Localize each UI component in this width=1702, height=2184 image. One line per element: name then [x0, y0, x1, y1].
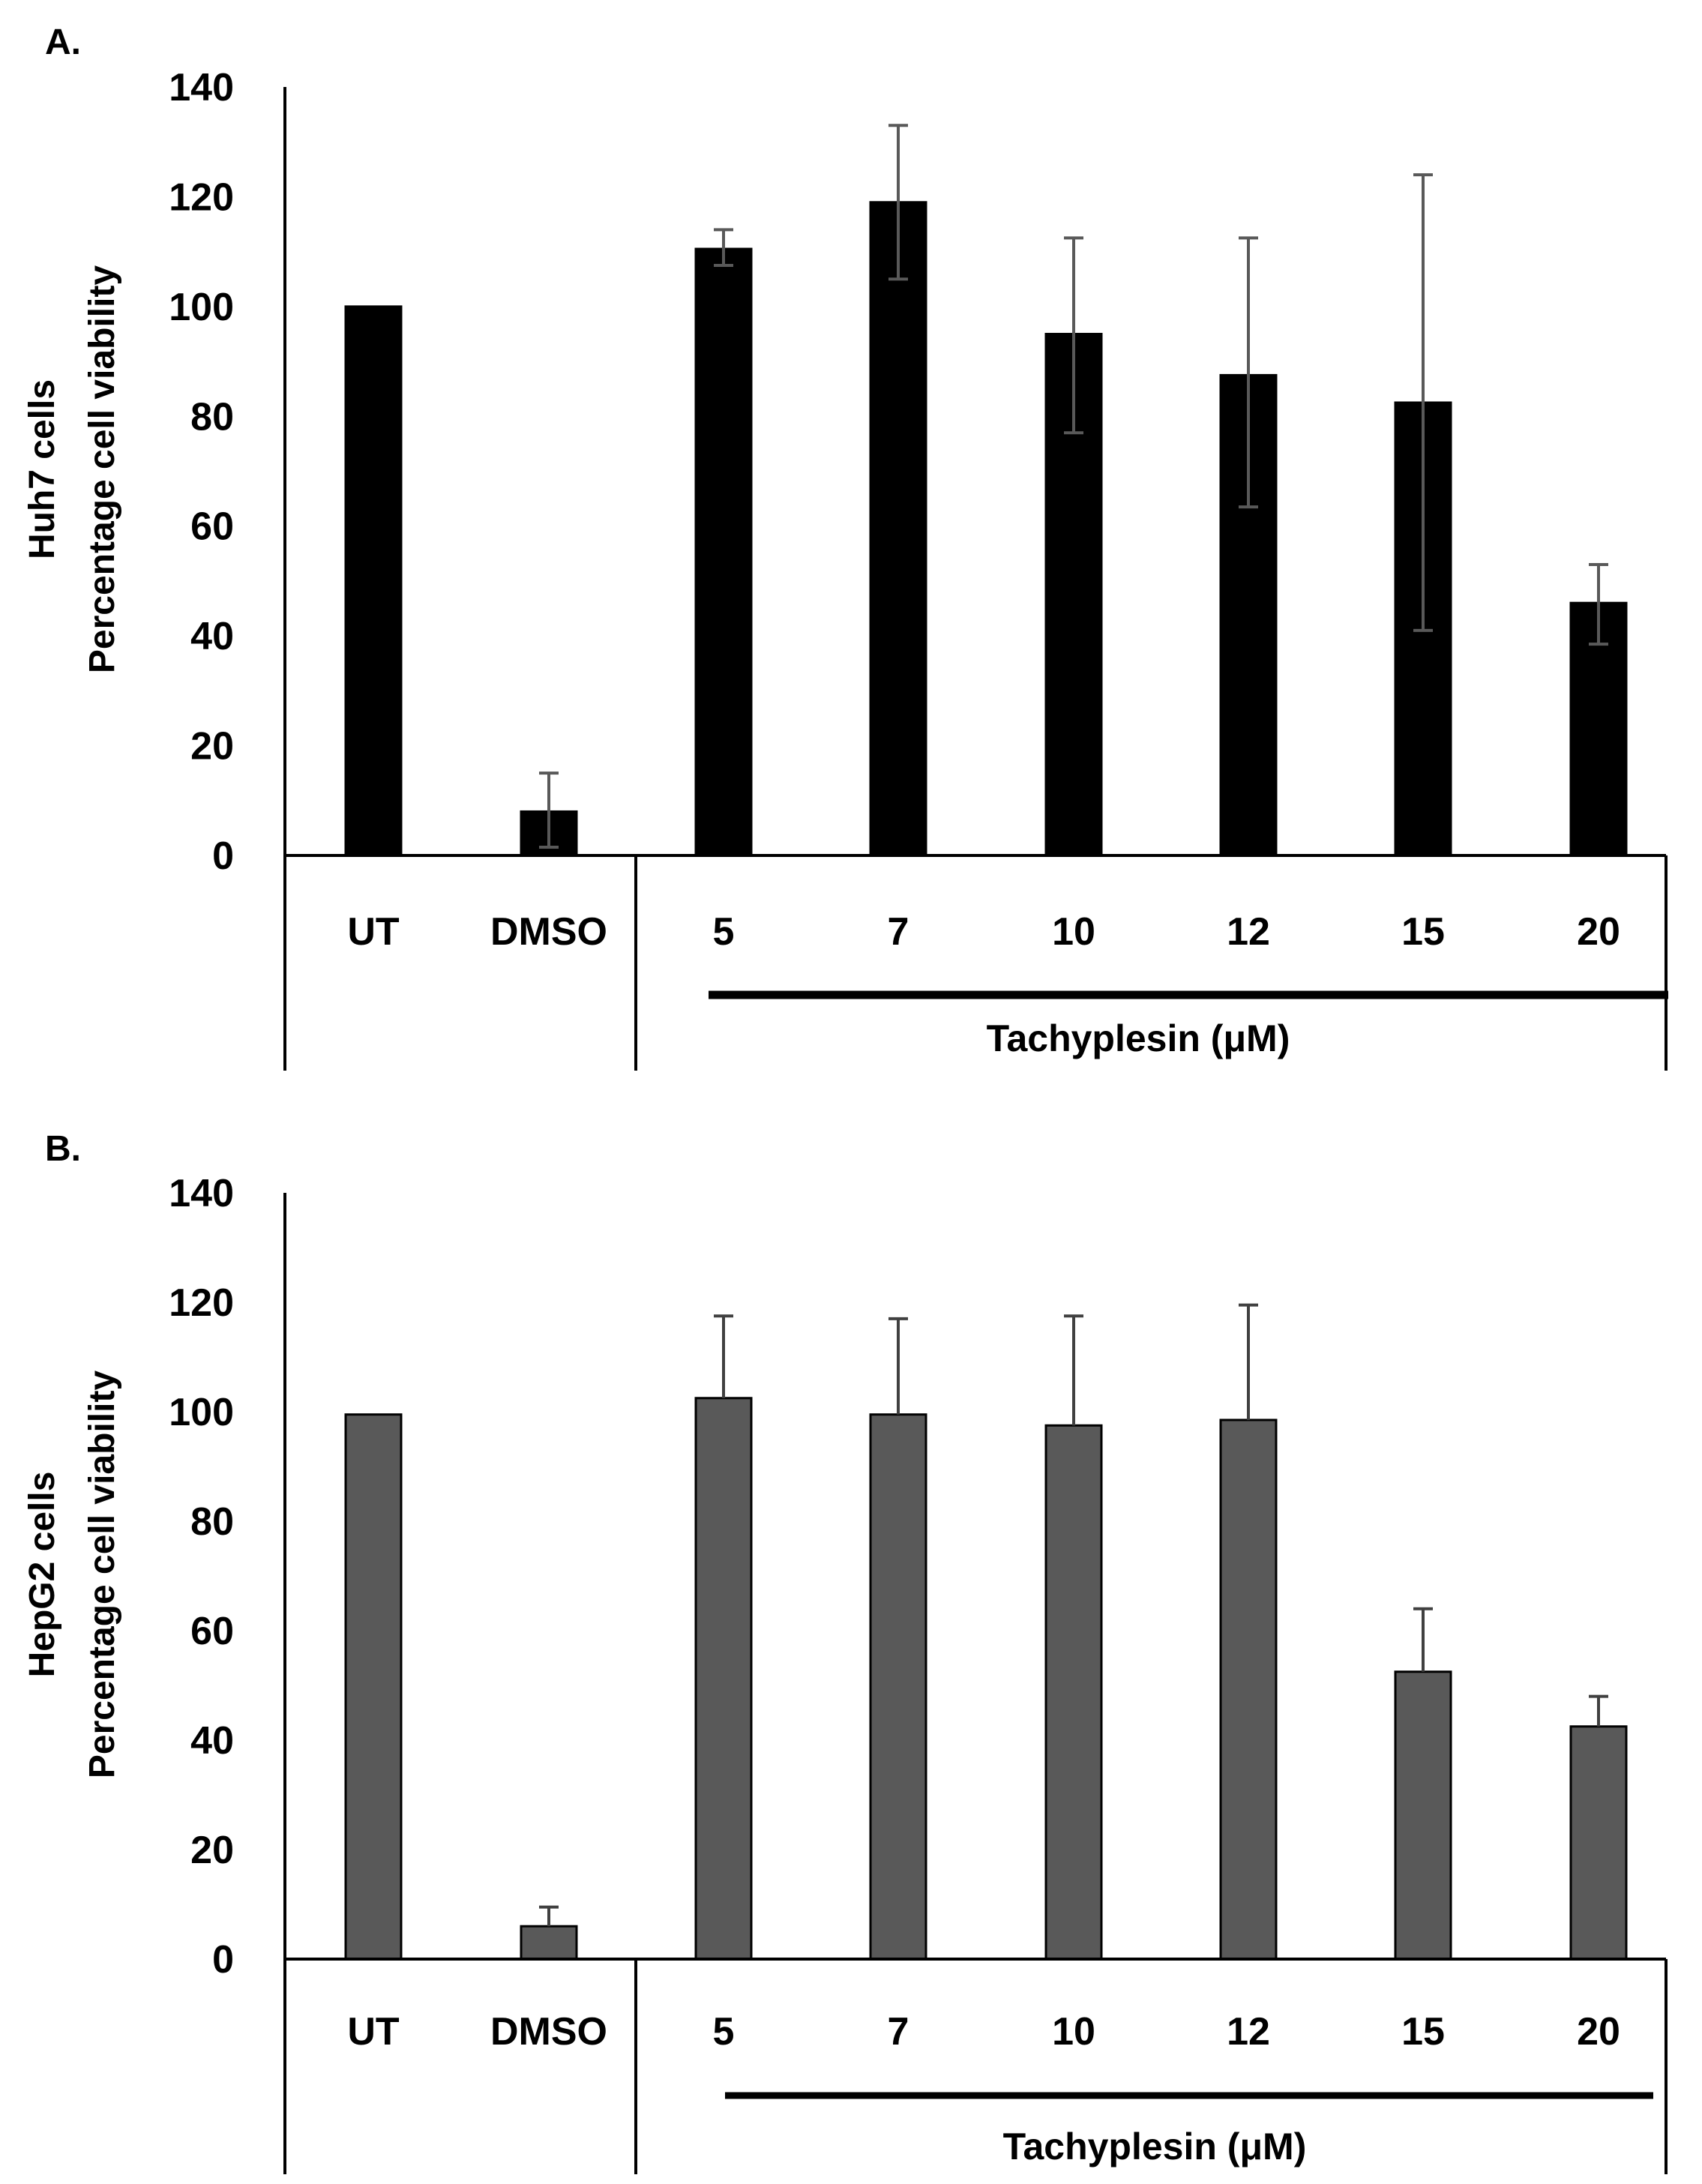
- panel-a-ylabel-line2: Percentage cell viability: [82, 265, 122, 674]
- panel-a-bar-7: [869, 201, 927, 857]
- panel-a-x-tick-15: 15: [1401, 910, 1445, 954]
- panel-a-y-tick-0: 0: [212, 834, 234, 878]
- panel-b-bar-20: [1569, 1725, 1628, 1961]
- panel-a-x-tick-12: 12: [1227, 910, 1270, 954]
- panel-b-y-tick-80: 80: [190, 1500, 234, 1544]
- panel-b-bar-7: [869, 1413, 927, 1961]
- panel-b-y-tick-120: 120: [169, 1281, 234, 1325]
- panel-a-error-bar-20: [1589, 562, 1608, 646]
- panel-b-y-tick-60: 60: [190, 1610, 234, 1653]
- panel-a-error-bars: [539, 124, 1608, 849]
- panel-a-chart: A. Huh7 cells Percentage cell viability …: [22, 22, 1668, 1071]
- panel-a-error-bar-15: [1413, 173, 1433, 632]
- panel-b-chart: B. HepG2 cells Percentage cell viability…: [22, 1129, 1668, 2174]
- panel-a-x-tick-UT: UT: [347, 910, 400, 954]
- panel-a-y-ticks: 0 20 40 60 80 100 120 140: [169, 66, 234, 878]
- panel-b-y-tick-20: 20: [190, 1829, 234, 1872]
- panel-a-x-tick-5: 5: [713, 910, 735, 954]
- panel-b-label: B.: [45, 1129, 81, 1169]
- panel-a-error-bar-12: [1239, 236, 1258, 509]
- panel-b-error-bars: [539, 1303, 1608, 1927]
- panel-b-error-bar-5: [714, 1314, 733, 1398]
- panel-a-y-tick-140: 140: [169, 66, 234, 109]
- panel-b-x-tick-12: 12: [1227, 2010, 1270, 2054]
- panel-a-x-tick-10: 10: [1052, 910, 1095, 954]
- panel-b-ylabel-line1: HepG2 cells: [22, 1472, 62, 1678]
- panel-a-error-bar-10: [1064, 236, 1083, 435]
- panel-b-error-bar-7: [888, 1317, 908, 1415]
- panel-b-y-ticks: 0 20 40 60 80 100 120 140: [169, 1172, 234, 1982]
- panel-b-x-tick-5: 5: [713, 2010, 735, 2054]
- panel-b-error-bar-DMSO: [539, 1905, 559, 1927]
- panel-a-bars: [344, 201, 1628, 857]
- panel-b-axes: [283, 1193, 1668, 2174]
- panel-a-bar-5: [694, 247, 753, 857]
- panel-a-ylabel-line1: Huh7 cells: [22, 379, 62, 559]
- panel-b-error-bar-12: [1239, 1303, 1258, 1420]
- panel-a-error-bar-7: [888, 124, 908, 281]
- panel-b-error-bar-10: [1064, 1314, 1083, 1426]
- panel-b-x-tick-10: 10: [1052, 2010, 1095, 2054]
- panel-a-error-bar-DMSO: [539, 771, 559, 849]
- panel-a-y-tick-20: 20: [190, 725, 234, 768]
- panel-b-ylabel-line2: Percentage cell viability: [82, 1371, 122, 1779]
- panel-a-x-ticks: UT DMSO 5 7 10 12 15 20: [347, 910, 1620, 954]
- panel-a-x-tick-20: 20: [1577, 910, 1620, 954]
- panel-a-axes: [283, 87, 1668, 1071]
- panel-b-x-tick-7: 7: [888, 2010, 909, 2054]
- panel-a-y-tick-120: 120: [169, 175, 234, 219]
- panel-b-y-tick-40: 40: [190, 1719, 234, 1763]
- panel-a-y-tick-80: 80: [190, 395, 234, 439]
- panel-a-x-tick-DMSO: DMSO: [490, 910, 607, 954]
- panel-b-bars: [344, 1397, 1628, 1961]
- panel-b-x-ticks: UT DMSO 5 7 10 12 15 20: [347, 2010, 1620, 2054]
- panel-b-bar-DMSO: [520, 1925, 578, 1961]
- panel-b-bar-15: [1394, 1670, 1452, 1961]
- panel-b-error-bar-15: [1413, 1607, 1433, 1672]
- panel-b-bar-12: [1219, 1419, 1278, 1961]
- panel-b-x-tick-DMSO: DMSO: [490, 2010, 607, 2054]
- panel-a-bar-UT: [344, 305, 403, 857]
- panel-a-label: A.: [45, 22, 81, 62]
- panel-b-y-tick-100: 100: [169, 1391, 234, 1434]
- panel-a-y-tick-40: 40: [190, 615, 234, 658]
- panel-b-bar-5: [694, 1397, 753, 1961]
- panel-b-x-tick-15: 15: [1401, 2010, 1445, 2054]
- panel-b-x-tick-20: 20: [1577, 2010, 1620, 2054]
- panel-b-bar-UT: [344, 1413, 403, 1961]
- panel-a-y-tick-60: 60: [190, 505, 234, 549]
- panel-b-x-tick-UT: UT: [347, 2010, 400, 2054]
- panel-b-group-label: Tachyplesin (μM): [1003, 2126, 1307, 2168]
- panel-a-group-label: Tachyplesin (μM): [987, 1017, 1290, 1059]
- panel-b-error-bar-20: [1589, 1694, 1608, 1727]
- panel-b-y-tick-140: 140: [169, 1172, 234, 1215]
- panel-b-y-tick-0: 0: [212, 1938, 234, 1982]
- panel-a-x-tick-7: 7: [888, 910, 909, 954]
- panel-a-error-bar-5: [714, 228, 733, 267]
- panel-a-y-tick-100: 100: [169, 286, 234, 329]
- panel-b-bar-10: [1044, 1424, 1103, 1961]
